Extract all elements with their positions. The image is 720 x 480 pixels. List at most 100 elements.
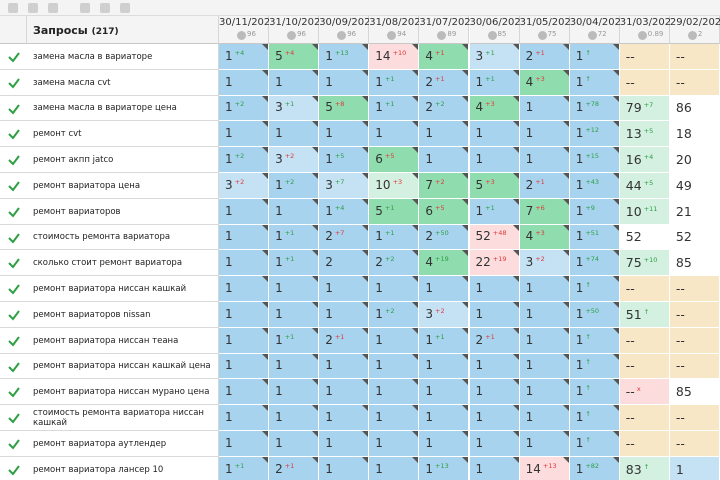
cell-corner [262, 379, 269, 386]
cell-corner [562, 44, 569, 50]
query-text[interactable]: стоимость ремонта вариатора [33, 225, 213, 251]
query-text[interactable]: ремонт cvt [33, 121, 213, 147]
cell-corner [362, 69, 369, 76]
query-text[interactable]: замена масла cvt [33, 70, 213, 96]
position-cell: 4 +3 [519, 224, 570, 251]
query-text[interactable]: ремонт акпп jatco [33, 147, 213, 173]
position-cell: 3 +1 [469, 44, 520, 70]
check-icon[interactable] [8, 309, 20, 321]
column-header[interactable]: 30/11/2024 96 [219, 16, 277, 44]
position-number: -- [625, 410, 635, 426]
position-value: -- [626, 49, 635, 64]
check-mark [8, 129, 20, 140]
query-text[interactable]: ремонт вариаторов nissan [33, 302, 213, 328]
query-text[interactable]: ремонт вариатора аутлендер [33, 431, 213, 457]
position-value: -- [676, 410, 685, 425]
position-value: 6 +5 [375, 152, 394, 166]
check-icon[interactable] [8, 283, 20, 295]
folder-icon[interactable] [120, 3, 130, 13]
position-number: 1 [225, 281, 233, 296]
column-header[interactable]: 30/06/2024 85 [469, 16, 527, 44]
check-icon[interactable] [8, 232, 20, 244]
check-icon[interactable] [8, 51, 20, 63]
cell-corner [262, 276, 269, 283]
query-text[interactable]: ремонт вариатора ниссан мурано цена [33, 379, 213, 405]
position-number: 2 [275, 461, 283, 476]
query-text[interactable]: ремонт вариатора цена [33, 173, 213, 199]
check-icon[interactable] [8, 154, 20, 166]
check-icon[interactable] [8, 206, 20, 218]
position-cell: 1 ↑ [569, 69, 620, 96]
check-icon[interactable] [8, 180, 20, 192]
position-cell: 2 +1 [519, 44, 570, 70]
position-number: 1 [225, 255, 233, 270]
position-number: 21 [675, 203, 692, 219]
contrast-icon[interactable] [100, 3, 110, 13]
query-text[interactable]: ремонт вариатора ниссан кашкай цена [33, 354, 213, 380]
column-header[interactable]: 31/07/2024 89 [419, 16, 477, 44]
check-mark [8, 52, 20, 63]
check-icon[interactable] [8, 77, 20, 89]
position-change: +3 [392, 177, 403, 186]
link-icon[interactable] [48, 3, 58, 13]
cell-corner [312, 353, 319, 360]
position-cell: 13 +5 [619, 121, 670, 148]
view-icon[interactable] [28, 3, 38, 13]
position-cell: 1 [319, 431, 370, 457]
query-text[interactable]: ремонт вариатора ниссан теана [33, 328, 213, 354]
row-bg [0, 198, 219, 225]
column-header[interactable]: 31/05/2024 75 [519, 16, 577, 44]
query-text[interactable]: сколько стоит ремонт вариатора [33, 250, 213, 276]
sort-icon[interactable] [8, 3, 18, 13]
check-icon[interactable] [8, 464, 20, 476]
position-cell: -- [619, 327, 670, 354]
position-cell: 1 [369, 456, 420, 480]
check-icon[interactable] [8, 386, 20, 398]
cell-corner [262, 353, 269, 360]
check-icon[interactable] [8, 438, 20, 450]
column-header[interactable]: 29/02/2024 2 [669, 16, 720, 44]
query-text[interactable]: замена масла в вариаторе цена [33, 96, 213, 122]
check-icon[interactable] [8, 257, 20, 269]
position-cell: -- [619, 69, 670, 96]
position-cell: 1 [519, 327, 570, 354]
query-text[interactable]: стоимость ремонта вариатора ниссан кашка… [33, 405, 213, 431]
position-number: 1 [225, 461, 233, 476]
query-text[interactable]: ремонт вариатора лансер 10 [33, 457, 213, 480]
position-cell: 1 [319, 302, 370, 328]
column-header[interactable]: 30/04/2024 72 [569, 16, 627, 44]
cell-corner [362, 147, 369, 154]
check-icon[interactable] [8, 103, 20, 115]
position-change: +1 [284, 461, 295, 470]
cell-corner [512, 456, 519, 463]
position-cell: 1 [319, 276, 370, 302]
column-header[interactable]: 31/03/2024 0.89 [619, 16, 677, 44]
check-icon[interactable] [8, 128, 20, 140]
position-number: -- [675, 332, 685, 348]
position-cell: 2 +1 [419, 69, 470, 96]
query-text[interactable]: ремонт вариаторов [33, 199, 213, 225]
position-number: 6 [375, 152, 383, 167]
position-value: -- [626, 410, 635, 425]
check-icon[interactable] [8, 412, 20, 424]
position-value: 1 [526, 100, 534, 114]
position-value: 1 ↑ [576, 333, 591, 347]
column-header[interactable]: 31/10/2024 96 [269, 16, 327, 44]
position-number: 1 [375, 74, 383, 89]
check-icon[interactable] [8, 361, 20, 373]
cell-corner [562, 173, 569, 179]
column-header[interactable]: 31/08/2024 94 [369, 16, 427, 44]
check-icon[interactable] [8, 335, 20, 347]
position-value: -- [626, 358, 635, 373]
column-header[interactable]: 30/09/2024 96 [319, 16, 377, 44]
position-number: 4 [425, 48, 434, 63]
position-value: 1 [375, 462, 383, 476]
query-header[interactable]: Запросы (217) [27, 16, 219, 44]
cell-corner [262, 121, 269, 128]
position-value: -- [626, 333, 635, 348]
query-text[interactable]: замена масла в вариаторе [33, 44, 213, 70]
query-text[interactable]: ремонт вариатора ниссан кашкай [33, 276, 213, 302]
cell-corner [462, 147, 469, 154]
position-number: 1 [375, 410, 383, 425]
export-icon[interactable] [80, 3, 90, 13]
